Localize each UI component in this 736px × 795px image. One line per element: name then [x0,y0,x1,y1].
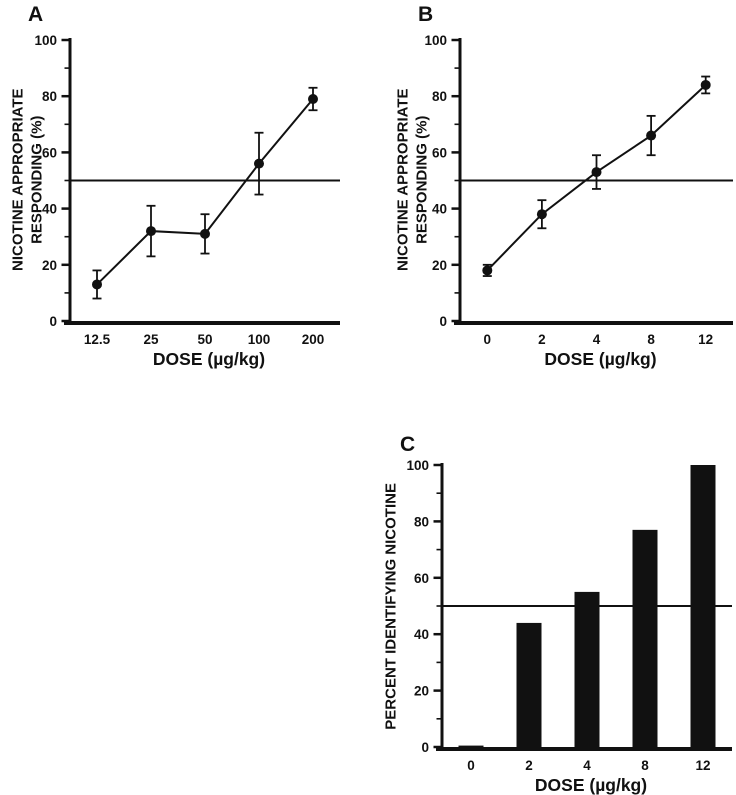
x-tick-label: 200 [302,332,325,347]
x-axis-title: DOSE (µg/kg) [535,775,647,795]
x-tick-label: 4 [583,758,591,773]
bar [574,591,600,749]
y-tick-label: 0 [421,740,429,755]
x-tick-label: 12 [698,332,713,347]
y-tick-label: 100 [34,33,57,48]
data-line [96,98,314,286]
y-tick-label: 20 [414,684,429,699]
data-point [700,79,711,90]
bar [632,529,658,749]
panel-a-plot: 0 20 40 60 80 100 12.5 25 50 100 200 DOSE (µg/kg) [34,33,340,369]
x-tick-label: 8 [641,758,649,773]
data-point [591,167,602,178]
data-point [536,209,547,220]
x-tick-label: 0 [484,332,492,347]
x-tick-label: 4 [593,332,601,347]
data-point [482,265,493,276]
x-tick-label: 100 [248,332,271,347]
x-tick-label: 12.5 [84,332,111,347]
y-tick-label: 40 [414,627,429,642]
y-tick-label: 40 [432,202,447,217]
data-point [92,279,102,290]
x-axis-title: DOSE (µg/kg) [544,349,656,369]
data-point [308,94,318,105]
y-tick-label: 100 [406,458,429,473]
y-tick-label: 40 [42,202,57,217]
y-tick-label: 60 [42,145,57,160]
x-tick-label: 2 [525,758,533,773]
panel-b-letter: B [418,3,434,26]
panel-a-letter: A [28,3,44,26]
panel-b-plot: 0 20 40 60 80 100 0 2 4 8 12 DOSE (µg/kg) [424,33,733,369]
bar [458,745,484,749]
y-tick-label: 0 [49,314,57,329]
y-tick-label: 80 [432,89,447,104]
x-tick-label: 25 [143,332,159,347]
y-tick-label: 100 [424,33,447,48]
x-axis-title: DOSE (µg/kg) [153,349,265,369]
panel-c-letter: C [400,433,416,456]
x-tick-label: 8 [647,332,655,347]
y-tick-label: 60 [414,571,429,586]
data-point [146,226,156,237]
data-point [254,158,264,169]
x-tick-label: 12 [695,758,710,773]
x-tick-label: 2 [538,332,546,347]
bar [516,622,542,749]
panel-c-plot: 0 20 40 60 80 100 0 2 4 8 12 DOSE (µg/kg) [406,458,732,795]
data-point [200,228,210,239]
data-point [646,130,657,141]
y-tick-label: 0 [439,314,447,329]
y-tick-label: 80 [42,89,57,104]
y-tick-label: 20 [432,258,447,273]
y-tick-label: 80 [414,514,429,529]
x-tick-label: 0 [467,758,475,773]
y-tick-label: 60 [432,145,447,160]
y-tick-label: 20 [42,258,57,273]
x-tick-label: 50 [197,332,212,347]
panel-c: C PERCENT IDENTIFYING NICOTINE 0 20 40 60 80… [368,420,736,795]
